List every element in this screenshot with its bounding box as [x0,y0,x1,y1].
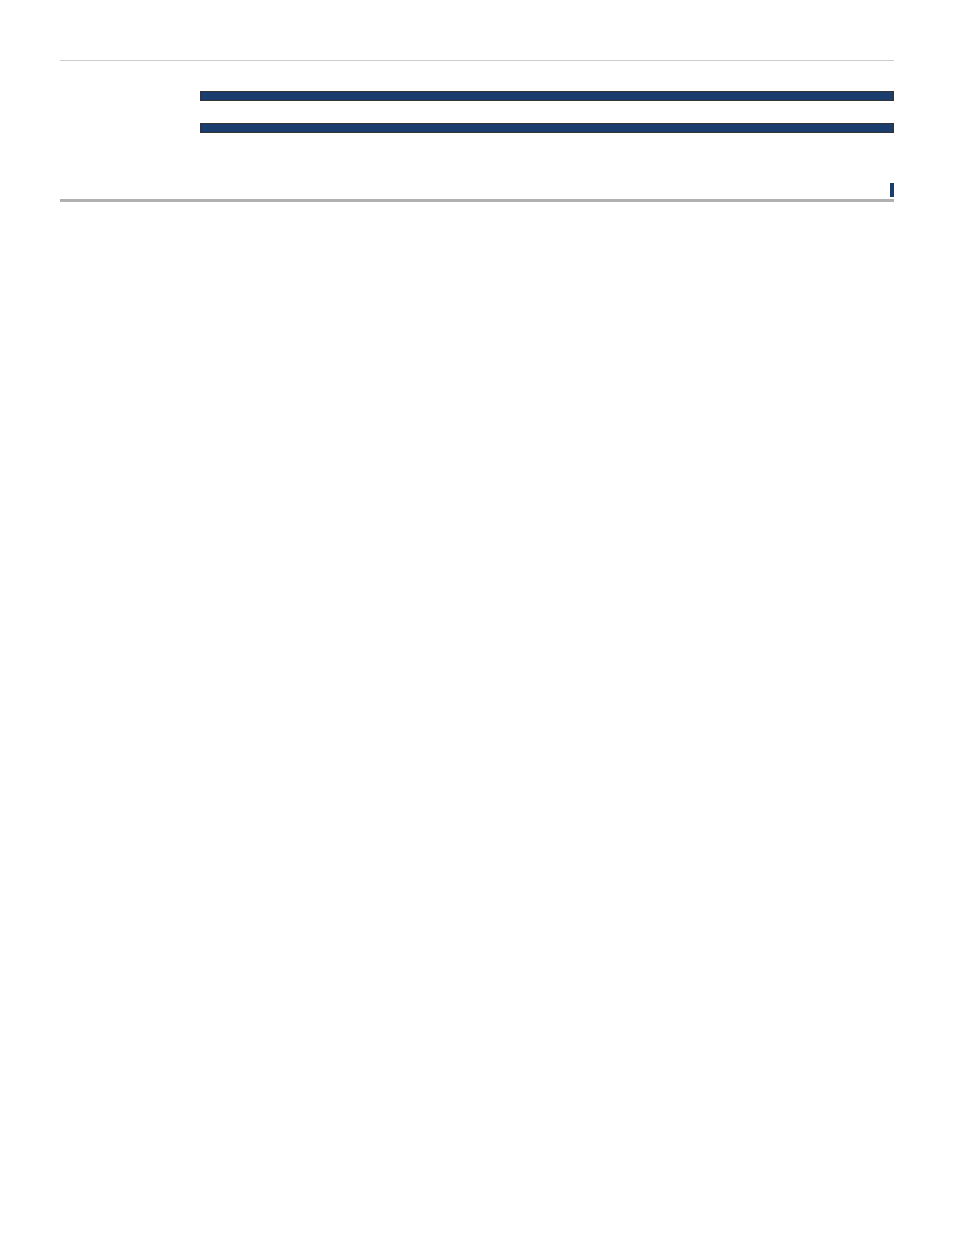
page-number [885,184,887,196]
commands-table-title [201,92,894,101]
page-bar-icon [890,183,894,197]
footer [60,183,894,202]
footer-right [885,183,894,197]
main-content [200,91,894,133]
effects-table [200,123,894,133]
page [0,0,954,232]
header-rule [60,60,894,61]
commands-table [200,91,894,101]
effects-table-header-row [201,124,894,133]
commands-table-header-row [201,92,894,101]
effects-table-title [201,124,894,133]
